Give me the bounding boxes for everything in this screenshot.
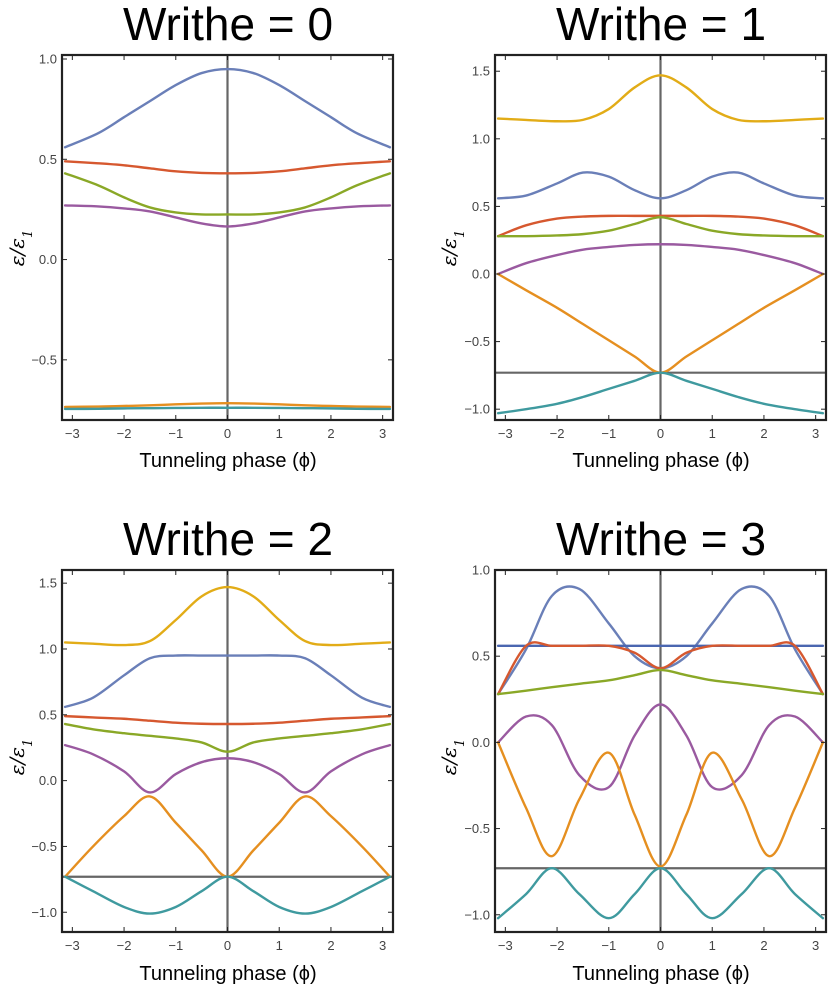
series-line-5 (63, 401, 392, 409)
y-tick-label: 1.0 (39, 641, 57, 656)
y-axis-label: ε/ε1 (5, 739, 36, 775)
x-tick-label: −3 (498, 426, 513, 441)
x-tick-label: 0 (224, 426, 231, 441)
series-line-7 (496, 371, 825, 415)
x-tick-label: 2 (760, 938, 767, 953)
x-tick-label: 1 (276, 938, 283, 953)
x-tick-label: 2 (327, 426, 334, 441)
series-line-2 (63, 160, 392, 175)
x-tick-label: −3 (65, 426, 80, 441)
series-line-3 (496, 641, 825, 696)
x-axis-label: Tunneling phase (ϕ) (139, 963, 316, 985)
chart-title: Writhe = 3 (556, 513, 766, 565)
y-tick-label: −1.0 (31, 905, 57, 920)
series-line-4 (63, 722, 392, 753)
y-axis-label: ε/ε1 (437, 230, 468, 266)
y-tick-label: 0.0 (39, 252, 57, 267)
x-tick-label: 0 (657, 938, 664, 953)
x-tick-label: −2 (117, 426, 132, 441)
series-line-5 (496, 703, 825, 791)
series-line-4 (496, 216, 825, 238)
panel-writhe-2: Writhe = 2 Tunneling phase (ϕ) ε/ε1 −3 −2… (5, 513, 395, 985)
y-tick-label: 1.0 (472, 563, 490, 578)
y-tick-label: 0.0 (472, 267, 490, 282)
series-line-3 (63, 714, 392, 726)
y-tick-label: 0.0 (472, 735, 490, 750)
x-tick-label: 2 (760, 426, 767, 441)
series-line-4 (63, 204, 392, 228)
x-axis-label: Tunneling phase (ϕ) (572, 450, 749, 472)
y-tick-label: 1.5 (472, 64, 490, 79)
series-line-3 (496, 214, 825, 238)
x-tick-label: −1 (168, 938, 183, 953)
panel-writhe-1: Writhe = 1 Tunneling phase (ϕ) ε/ε1 −3 −2… (437, 0, 828, 472)
x-tick-label: −1 (601, 938, 616, 953)
y-tick-label: −0.5 (464, 821, 490, 836)
y-tick-label: 0.0 (39, 773, 57, 788)
x-tick-label: 1 (709, 426, 716, 441)
x-tick-label: 3 (379, 938, 386, 953)
x-tick-label: 3 (812, 938, 819, 953)
x-tick-label: 2 (327, 938, 334, 953)
svg-text:ε/ε1: ε/ε1 (437, 739, 468, 775)
series-line-1 (496, 74, 825, 123)
svg-text:ε/ε1: ε/ε1 (5, 230, 36, 266)
series-line-1 (63, 585, 392, 647)
series-line-1 (63, 67, 392, 149)
x-tick-label: 0 (224, 938, 231, 953)
y-tick-label: −1.0 (464, 402, 490, 417)
x-tick-label: −3 (498, 938, 513, 953)
series-line-6 (63, 406, 392, 411)
y-tick-label: 0.5 (472, 649, 490, 664)
x-tick-label: 3 (812, 426, 819, 441)
chart-title: Writhe = 0 (123, 0, 333, 50)
x-tick-label: −2 (117, 938, 132, 953)
y-tick-label: −0.5 (31, 352, 57, 367)
series-line-5 (63, 743, 392, 794)
series-line-2 (63, 654, 392, 709)
y-tick-label: −1.0 (464, 907, 490, 922)
y-tick-label: 0.5 (39, 707, 57, 722)
y-tick-label: −0.5 (464, 334, 490, 349)
chart-title: Writhe = 2 (123, 513, 333, 565)
x-tick-label: 1 (276, 426, 283, 441)
series-line-7 (496, 867, 825, 920)
series-line-2 (496, 171, 825, 200)
x-tick-label: −1 (168, 426, 183, 441)
y-tick-label: 0.5 (39, 152, 57, 167)
x-axis-label: Tunneling phase (ϕ) (572, 963, 749, 985)
series-line-4 (496, 668, 825, 696)
x-tick-label: −1 (601, 426, 616, 441)
x-tick-label: 1 (709, 938, 716, 953)
panel-writhe-0: Writhe = 0 Tunneling phase (ϕ) ε/ε1 −3 −2… (5, 0, 395, 472)
series-line-5 (496, 243, 825, 276)
series-line-6 (496, 741, 825, 868)
y-tick-label: 1.0 (39, 52, 57, 67)
y-tick-label: −0.5 (31, 839, 57, 854)
y-tick-label: 1.0 (472, 131, 490, 146)
x-tick-label: −2 (550, 426, 565, 441)
x-tick-label: 0 (657, 426, 664, 441)
x-tick-label: −2 (550, 938, 565, 953)
x-tick-label: −3 (65, 938, 80, 953)
svg-text:ε/ε1: ε/ε1 (437, 230, 468, 266)
y-axis-label: ε/ε1 (5, 230, 36, 266)
y-tick-label: 0.5 (472, 199, 490, 214)
x-axis-label: Tunneling phase (ϕ) (139, 450, 316, 472)
series-line-7 (63, 875, 392, 915)
x-tick-label: 3 (379, 426, 386, 441)
chart-title: Writhe = 1 (556, 0, 766, 50)
y-tick-label: 1.5 (39, 576, 57, 591)
svg-text:ε/ε1: ε/ε1 (5, 739, 36, 775)
panel-writhe-3: Writhe = 3 Tunneling phase (ϕ) ε/ε1 −3 −2… (437, 513, 828, 985)
series-line-3 (63, 172, 392, 216)
y-axis-label: ε/ε1 (437, 739, 468, 775)
